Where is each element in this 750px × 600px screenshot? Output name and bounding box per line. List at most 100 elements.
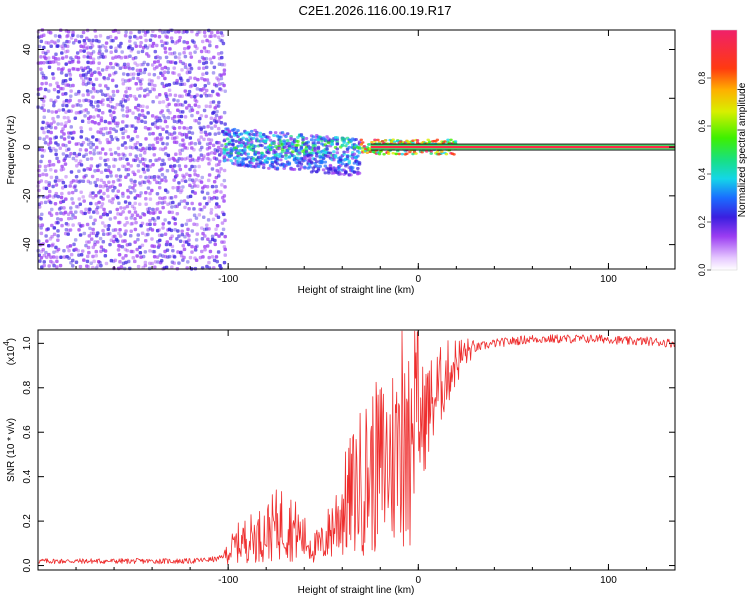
noise-cell-681 [104, 168, 108, 173]
noise-cell-1738 [209, 208, 214, 212]
y-tick-label-3: 20 [22, 92, 33, 104]
noise-cell-1221 [158, 196, 162, 200]
multipath-cell-2350 [311, 169, 316, 173]
noise-cell-200 [56, 247, 61, 252]
converging-cell-2823 [443, 140, 447, 143]
noise-cell-115 [46, 122, 50, 126]
noise-cell-1210 [156, 59, 160, 64]
noise-cell-85 [44, 173, 49, 177]
noise-cell-240 [59, 71, 64, 75]
noise-cell-1659 [203, 234, 207, 238]
converging-cell-2641 [373, 138, 377, 142]
noise-cell-1868 [223, 185, 227, 189]
noise-cell-376 [73, 238, 78, 242]
noise-cell-965 [133, 259, 137, 264]
noise-cell-482 [83, 41, 87, 46]
multipath-cell-2274 [296, 156, 300, 160]
noise-cell-1535 [187, 130, 192, 135]
noise-cell-1160 [150, 44, 155, 48]
noise-cell-1209 [155, 65, 159, 69]
noise-cell-584 [93, 169, 97, 173]
noise-cell-1454 [181, 185, 185, 189]
noise-cell-290 [64, 92, 68, 96]
noise-cell-1316 [164, 55, 169, 60]
noise-cell-1137 [148, 44, 152, 48]
noise-cell-1188 [153, 49, 158, 54]
noise-cell-247 [62, 248, 66, 253]
noise-cell-1406 [174, 140, 179, 145]
noise-cell-121 [46, 49, 50, 54]
noise-cell-1578 [193, 184, 197, 188]
noise-cell-372 [71, 33, 75, 37]
multipath-cell-2303 [301, 138, 305, 142]
noise-cell-1200 [156, 174, 160, 179]
noise-cell-1107 [145, 105, 149, 109]
noise-cell-441 [80, 249, 85, 253]
carrier-line [370, 143, 675, 151]
noise-cell-306 [66, 223, 70, 227]
noise-cell-876 [124, 175, 128, 179]
noise-cell-1080 [143, 151, 147, 155]
noise-cell-1742 [210, 151, 214, 155]
noise-cell-1125 [148, 181, 152, 185]
noise-cell-1196 [155, 207, 160, 211]
multipath-cell-2519 [342, 137, 346, 141]
noise-cell-1725 [208, 104, 212, 109]
noise-cell-1093 [143, 33, 147, 38]
noise-cell-1398 [175, 237, 179, 241]
noise-cell-1254 [161, 158, 165, 163]
noise-cell-1126 [147, 175, 152, 180]
noise-cell-278 [63, 184, 68, 189]
noise-cell-766 [111, 93, 116, 98]
noise-cell-1728 [208, 57, 213, 61]
noise-cell-1520 [188, 255, 193, 260]
noise-cell-204 [56, 220, 60, 225]
noise-cell-486 [85, 254, 90, 259]
colorbar-tick-label-1: 0.2 [697, 216, 707, 229]
noise-cell-858 [120, 104, 125, 108]
noise-cell-138 [48, 137, 53, 141]
noise-cell-1300 [165, 190, 170, 194]
noise-cell-445 [82, 199, 86, 203]
noise-cell-1746 [209, 116, 214, 121]
noise-cell-1458 [180, 148, 185, 152]
noise-cell-87 [43, 164, 48, 169]
noise-cell-1293 [164, 265, 169, 270]
noise-cell-1071 [142, 213, 147, 217]
noise-cell-866 [124, 260, 128, 265]
noise-cell-1136 [147, 72, 152, 77]
noise-cell-304 [66, 232, 70, 236]
converging-cell-2689 [391, 152, 395, 155]
noise-cell-664 [101, 132, 106, 137]
noise-cell-484 [86, 264, 91, 269]
noise-cell-952 [131, 186, 135, 190]
noise-cell-1109 [145, 87, 150, 92]
noise-cell-275 [64, 221, 69, 226]
noise-cell-341 [69, 125, 73, 129]
noise-cell-829 [119, 206, 123, 210]
noise-cell-697 [107, 223, 111, 228]
noise-cell-133 [49, 175, 54, 180]
noise-cell-1086 [142, 94, 147, 98]
noise-cell-313 [67, 135, 71, 139]
noise-cell-618 [97, 61, 101, 65]
multipath-cell-1960 [236, 129, 240, 133]
noise-cell-1348 [170, 210, 175, 215]
noise-cell-947 [131, 256, 135, 260]
noise-cell-585 [94, 145, 99, 150]
noise-cell-689 [103, 77, 107, 81]
noise-cell-753 [111, 197, 115, 201]
noise-cell-1825 [216, 78, 221, 82]
noise-cell-338 [69, 170, 74, 174]
multipath-cell-2179 [279, 158, 283, 162]
noise-cell-1767 [213, 124, 218, 128]
multipath-cell-2218 [285, 139, 290, 143]
noise-cell-134 [49, 167, 53, 172]
noise-cell-1002 [136, 163, 141, 168]
multipath-cell-2231 [287, 146, 292, 150]
noise-cell-1797 [215, 109, 219, 114]
noise-cell-865 [122, 266, 127, 271]
noise-cell-230 [59, 195, 64, 200]
noise-cell-208 [56, 178, 61, 183]
noise-cell-181 [54, 183, 59, 187]
